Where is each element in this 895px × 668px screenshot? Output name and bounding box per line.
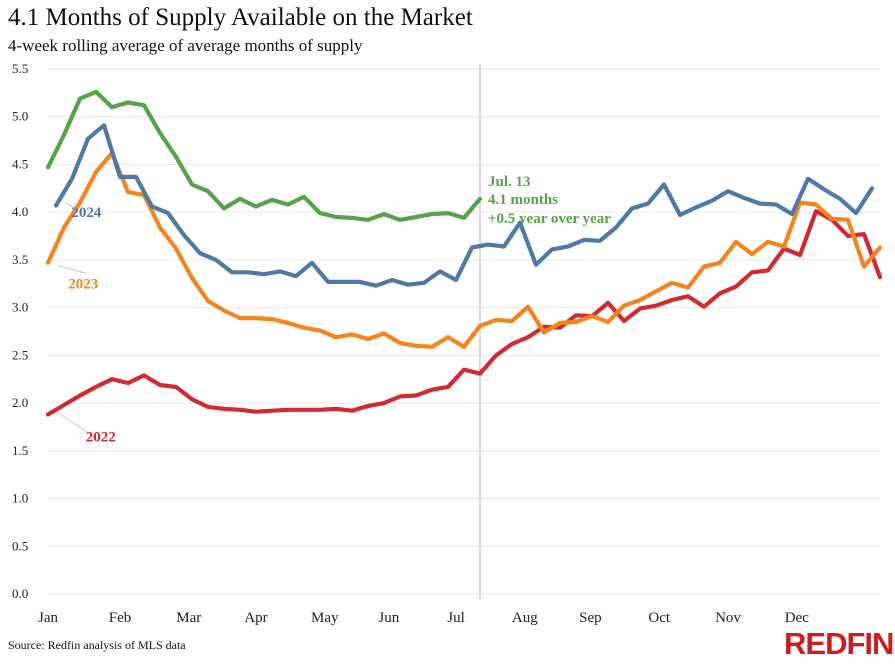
chart-subtitle: 4-week rolling average of average months…: [8, 36, 363, 55]
y-tick-label: 5.5: [12, 61, 28, 76]
annotation-date: Jul. 13: [488, 174, 531, 190]
x-tick-label: Jan: [38, 610, 58, 626]
chart-title: 4.1 Months of Supply Available on the Ma…: [8, 4, 473, 31]
series-labels: 2022 2023 2024: [57, 202, 116, 445]
leader-line-2023: [57, 265, 87, 274]
source-note: Source: Redfin analysis of MLS data: [8, 638, 186, 652]
x-tick-label: Jul: [447, 610, 465, 626]
y-tick-label: 1.0: [12, 491, 28, 506]
x-tick-label: May: [311, 610, 339, 626]
leader-line-2022: [57, 412, 90, 435]
x-tick-label: Aug: [512, 610, 538, 626]
y-tick-label: 0.0: [12, 586, 28, 601]
x-tick-label: Nov: [715, 610, 741, 626]
y-tick-label: 4.0: [12, 204, 28, 219]
y-tick-label: 2.5: [12, 347, 28, 362]
x-tick-label: Mar: [176, 610, 201, 626]
y-tick-label: 1.5: [12, 443, 28, 458]
annotation-change: +0.5 year over year: [488, 211, 611, 227]
y-tick-label: 0.5: [12, 538, 28, 553]
x-tick-label: Sep: [579, 610, 602, 626]
annotation-value: 4.1 months: [488, 192, 558, 208]
y-tick-label: 2.0: [12, 395, 28, 410]
series-label-2022: 2022: [86, 429, 116, 445]
x-tick-label: Dec: [785, 610, 809, 626]
gridlines: [48, 68, 880, 595]
y-tick-label: 3.5: [12, 252, 28, 267]
redfin-logo: REDFIN: [784, 626, 894, 661]
series-line-2024: [53, 123, 875, 288]
series-label-2024: 2024: [71, 205, 102, 221]
series-line-2021: [45, 89, 483, 222]
x-axis-ticks: Jan Feb Mar Apr May Jun Jul Aug Sep Oct Nov Dec: [38, 610, 809, 626]
x-tick-label: Apr: [244, 610, 267, 626]
y-tick-label: 4.5: [12, 156, 28, 171]
x-tick-label: Jun: [378, 610, 399, 626]
x-tick-label: Oct: [648, 610, 670, 626]
series-lines: [45, 89, 883, 417]
leader-line-2024: [65, 202, 79, 211]
series-line-2023: [45, 150, 883, 349]
annotation: Jul. 13 4.1 months +0.5 year over year: [488, 174, 611, 227]
x-tick-label: Feb: [109, 610, 132, 626]
y-tick-label: 5.0: [12, 109, 28, 124]
y-tick-label: 3.0: [12, 300, 28, 315]
series-line-2022: [45, 209, 883, 417]
series-label-2023: 2023: [68, 277, 98, 293]
y-axis-ticks: 0.0 0.5 1.0 1.5 2.0 2.5 3.0 3.5 4.0 4.5 5.0 5.5: [12, 61, 28, 601]
